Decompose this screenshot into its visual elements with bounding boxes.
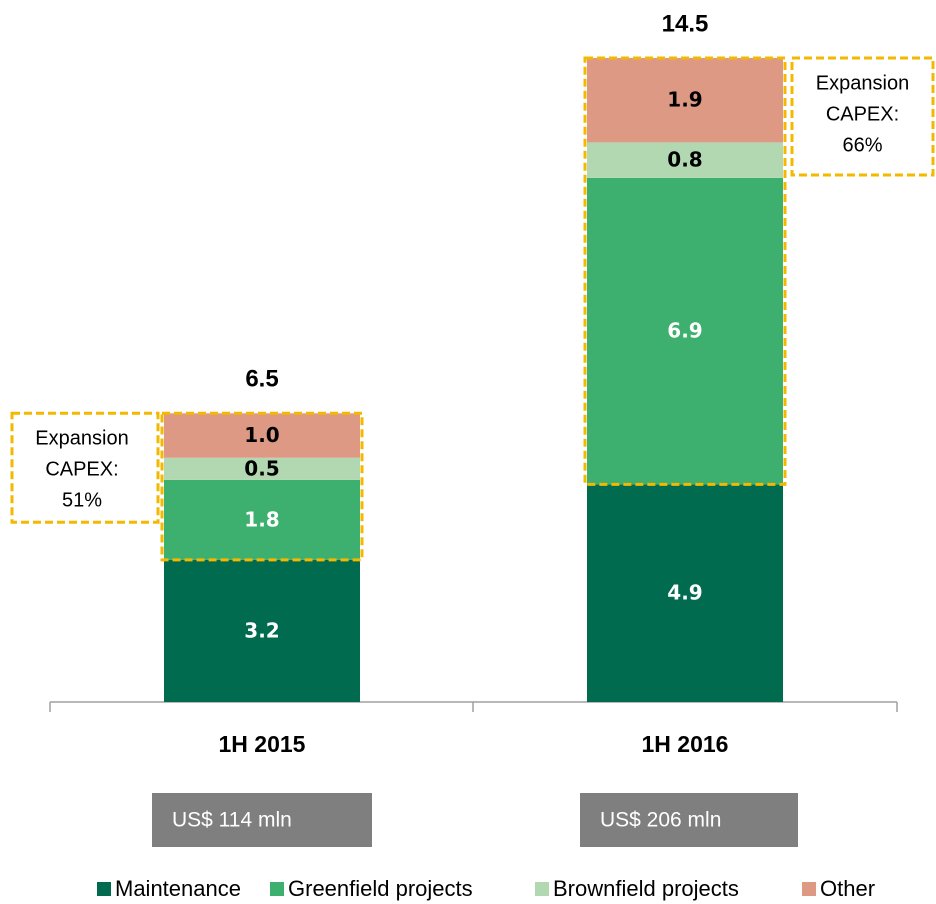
data-label: 3.2 xyxy=(244,618,279,642)
legend-swatch xyxy=(97,882,111,896)
annotation-box xyxy=(10,411,160,524)
amount-box xyxy=(152,793,372,847)
expansion-box xyxy=(583,56,787,486)
legend-label: Other xyxy=(820,876,875,901)
bar-segment xyxy=(164,559,360,702)
data-label: 4.9 xyxy=(667,581,702,605)
annotation-text: Expansion xyxy=(35,428,128,450)
annotation-text: Expansion xyxy=(816,72,909,94)
data-label: 1.8 xyxy=(244,507,279,531)
total-label: 6.5 xyxy=(245,366,278,393)
data-label: 1.0 xyxy=(244,423,279,447)
expansion-box xyxy=(160,411,364,562)
bar-segment xyxy=(587,142,783,178)
bar-segment xyxy=(587,58,783,143)
annotation-text: 66% xyxy=(842,134,882,156)
bar-segment xyxy=(164,413,360,458)
legend-label: Brownfield projects xyxy=(553,876,739,901)
legend-swatch xyxy=(270,882,284,896)
bar-segment xyxy=(587,484,783,702)
total-label: 14.5 xyxy=(662,10,709,37)
x-tick-label: 1H 2016 xyxy=(642,731,729,757)
legend-label: Maintenance xyxy=(115,876,241,901)
annotation-box xyxy=(790,56,935,177)
legend-swatch xyxy=(535,882,549,896)
bar-segment xyxy=(164,457,360,480)
amount-text: US$ 114 mln xyxy=(172,809,292,832)
legend-label: Greenfield projects xyxy=(288,876,473,901)
bar-segment xyxy=(164,479,360,560)
amount-text: US$ 206 mln xyxy=(600,809,721,832)
amount-box xyxy=(580,793,798,847)
data-label: 1.9 xyxy=(667,88,702,112)
annotation-text: 51% xyxy=(62,490,102,512)
annotation-text: CAPEX: xyxy=(826,103,899,125)
data-label: 0.8 xyxy=(667,148,702,172)
bar-segment xyxy=(587,177,783,485)
data-label: 6.9 xyxy=(667,319,702,343)
annotation-text: CAPEX: xyxy=(45,459,118,481)
data-label: 0.5 xyxy=(244,456,279,480)
legend-swatch xyxy=(802,882,816,896)
x-tick-label: 1H 2015 xyxy=(219,731,306,757)
